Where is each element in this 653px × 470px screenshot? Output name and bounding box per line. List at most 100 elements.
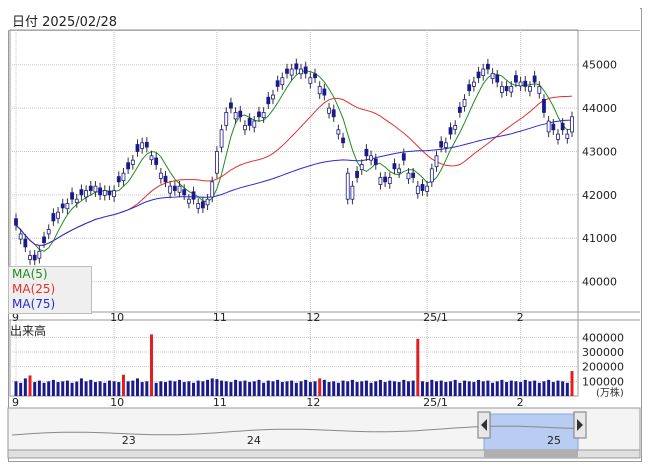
candle	[172, 185, 177, 191]
candle	[467, 84, 472, 92]
volume-bar	[388, 380, 392, 396]
month-label: 2	[517, 311, 524, 324]
volume-bar	[140, 382, 144, 396]
volume-bar	[416, 338, 420, 396]
volume-bar	[224, 381, 228, 396]
volume-bar	[107, 380, 111, 396]
candle	[294, 63, 299, 70]
volume-bar	[378, 379, 382, 396]
candle	[331, 109, 336, 118]
volume-bar	[19, 382, 23, 396]
ma75-line	[15, 119, 573, 247]
volume-bar	[252, 381, 256, 396]
volume-bar	[481, 381, 485, 396]
candle	[56, 211, 60, 219]
volume-bar	[294, 382, 298, 396]
candle	[308, 77, 313, 84]
candle	[429, 168, 434, 183]
volume-bar	[439, 380, 443, 396]
candle	[485, 63, 490, 70]
volume-bar	[42, 382, 46, 396]
volume-bar	[561, 381, 565, 396]
volume-bar	[551, 382, 555, 396]
candle	[420, 184, 425, 191]
volume-bar	[505, 382, 509, 396]
candle	[336, 129, 341, 135]
volume-bar	[215, 379, 219, 396]
volume-tick-label: 400000	[582, 331, 624, 344]
volume-bar	[70, 382, 74, 396]
volume-tick-label: 100000	[582, 375, 624, 388]
month-label-vol: 2	[517, 396, 524, 409]
volume-bar	[472, 382, 476, 396]
volume-bar	[467, 381, 471, 396]
candle	[88, 185, 93, 191]
volume-bar	[131, 380, 135, 396]
candle	[542, 99, 546, 113]
candle	[345, 172, 350, 200]
volume-bar	[33, 382, 37, 396]
month-label-vol: 25/1	[423, 396, 448, 409]
volume-bar	[271, 381, 275, 396]
candle	[93, 185, 98, 193]
month-label: 10	[110, 311, 124, 324]
candle	[196, 203, 201, 209]
candle	[299, 68, 303, 75]
candle	[476, 71, 481, 79]
navigator-scrollbar	[7, 449, 641, 459]
candle	[46, 229, 51, 235]
candle	[457, 106, 462, 113]
candle	[107, 190, 112, 196]
volume-bar	[523, 379, 527, 396]
volume-bar	[243, 380, 247, 396]
candle	[313, 73, 317, 79]
price-tick-label: 44000	[582, 102, 617, 115]
volume-bar	[364, 380, 368, 396]
candle	[191, 191, 196, 200]
candle	[406, 172, 411, 180]
volume-bar	[565, 382, 569, 396]
volume-bar	[495, 381, 499, 396]
price-tick-label: 45000	[582, 59, 617, 72]
volume-bar	[257, 379, 261, 396]
volume-bar	[168, 380, 172, 396]
candle	[383, 176, 388, 183]
legend-ma25: MA(25)	[12, 282, 56, 296]
candle	[537, 86, 542, 94]
volume-bar	[61, 381, 65, 396]
month-label: 12	[306, 311, 320, 324]
candle	[140, 142, 145, 149]
candle	[560, 122, 565, 131]
candle	[51, 213, 56, 222]
navigator-year-label: 25	[547, 434, 561, 447]
volume-bar	[318, 378, 322, 396]
candle	[481, 68, 486, 76]
candle	[186, 198, 191, 204]
candle	[74, 198, 79, 204]
volume-bar	[84, 381, 88, 396]
volume-bar	[280, 382, 284, 396]
candle	[471, 81, 476, 87]
date-label: 日付 2025/02/28	[12, 15, 118, 30]
candle	[490, 72, 495, 79]
volume-bar	[154, 382, 158, 396]
legend-ma75: MA(75)	[12, 297, 56, 311]
candle	[144, 141, 149, 148]
navigator-year-label: 23	[122, 434, 136, 447]
ma5-line	[15, 70, 573, 252]
candle	[98, 187, 103, 196]
candle	[546, 120, 551, 133]
candle	[158, 172, 163, 179]
volume-bar	[173, 381, 177, 396]
candle	[280, 77, 285, 86]
volume-bar	[164, 382, 168, 396]
candle	[509, 86, 514, 93]
candle	[261, 112, 266, 119]
candle	[443, 142, 448, 148]
candle	[495, 74, 500, 83]
volume-bar	[327, 382, 331, 396]
candle	[224, 112, 229, 126]
candle	[252, 120, 257, 128]
candle	[60, 203, 65, 209]
